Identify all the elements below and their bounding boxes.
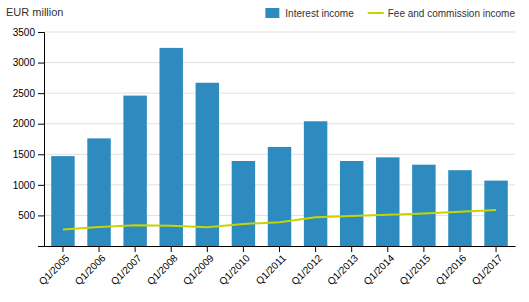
bar <box>51 156 74 246</box>
bar <box>232 161 255 246</box>
x-tick-mark <box>62 246 63 252</box>
y-axis-line <box>38 33 45 247</box>
legend-item: Fee and commission income <box>368 8 516 19</box>
bar <box>412 165 435 246</box>
x-tick-label: Q1/2007 <box>109 252 144 287</box>
y-tick-label: 1500 <box>13 149 36 160</box>
x-tick-mark <box>99 246 100 252</box>
x-tick-mark <box>243 246 244 252</box>
x-tick-mark <box>387 246 388 252</box>
x-tick-mark <box>496 246 497 252</box>
x-tick: Q1/2014 <box>361 246 396 287</box>
x-tick-mark <box>279 246 280 252</box>
x-tick-mark <box>171 246 172 252</box>
y-tick: 500 <box>18 210 44 221</box>
bar-series <box>51 48 508 246</box>
bar <box>448 170 471 246</box>
y-tick-mark <box>38 215 44 216</box>
y-tick: 1500 <box>13 149 44 160</box>
x-tick: Q1/2009 <box>181 246 216 287</box>
y-tick-label: 2500 <box>13 88 36 99</box>
grid-line <box>44 93 515 94</box>
plot: 500100015002000250030003500Q1/2005Q1/200… <box>13 27 516 288</box>
y-tick-mark <box>38 154 44 155</box>
x-tick-label: Q1/2012 <box>289 252 324 287</box>
y-tick-label: 3500 <box>13 27 36 38</box>
x-tick-mark <box>135 246 136 252</box>
legend-item: Interest income <box>265 8 354 19</box>
marks <box>51 48 508 246</box>
legend-label: Fee and commission income <box>388 8 516 19</box>
y-tick-mark <box>38 185 44 186</box>
y-tick-mark <box>38 63 44 64</box>
y-tick: 1000 <box>13 180 44 191</box>
x-tick-mark <box>459 246 460 252</box>
bar <box>340 161 363 246</box>
chart: 500100015002000250030003500Q1/2005Q1/200… <box>0 0 529 302</box>
x-tick-label: Q1/2010 <box>217 252 252 287</box>
chart-container: 500100015002000250030003500Q1/2005Q1/200… <box>0 0 529 302</box>
y-axis-title: EUR million <box>6 6 63 18</box>
x-tick-mark <box>423 246 424 252</box>
y-tick-label: 2000 <box>13 118 36 129</box>
x-tick-label: Q1/2009 <box>181 252 216 287</box>
x-tick: Q1/2006 <box>73 246 108 287</box>
x-tick: Q1/2015 <box>397 246 432 287</box>
bar <box>196 83 219 246</box>
y-tick-mark <box>38 93 44 94</box>
grid-line <box>44 62 515 63</box>
x-tick: Q1/2016 <box>434 246 469 287</box>
legend: Interest income Fee and commission income <box>265 8 515 19</box>
x-tick: Q1/2010 <box>217 246 252 287</box>
y-tick-label: 500 <box>18 210 35 221</box>
y-tick-label: 1000 <box>13 180 36 191</box>
x-tick-label: Q1/2011 <box>254 252 289 287</box>
legend-label: Interest income <box>285 8 354 19</box>
x-tick-label: Q1/2006 <box>73 252 108 287</box>
x-tick: Q1/2011 <box>254 246 289 287</box>
y-tick: 3000 <box>13 57 44 68</box>
y-tick: 3500 <box>13 27 44 38</box>
y-tick: 2000 <box>13 118 44 129</box>
bar <box>484 181 507 246</box>
x-tick: Q1/2007 <box>109 246 144 287</box>
bar <box>376 157 399 246</box>
x-tick-label: Q1/2016 <box>434 252 469 287</box>
x-tick-label: Q1/2017 <box>470 252 505 287</box>
y-tick-label: 3000 <box>13 57 36 68</box>
legend-swatch <box>368 12 384 14</box>
x-tick: Q1/2013 <box>325 246 360 287</box>
x-tick-label: Q1/2005 <box>37 252 72 287</box>
x-tick-label: Q1/2014 <box>361 252 396 287</box>
y-tick-mark <box>38 124 44 125</box>
x-tick: Q1/2005 <box>37 246 72 287</box>
y-tick-mark <box>38 32 44 33</box>
x-tick-mark <box>351 246 352 252</box>
x-tick-mark <box>315 246 316 252</box>
y-axis: 500 1000 1500 2000 2500 3000 3500 <box>13 27 45 247</box>
legend-swatch <box>265 8 279 18</box>
x-tick: Q1/2012 <box>289 246 324 287</box>
grid-line <box>44 32 515 33</box>
x-tick: Q1/2008 <box>145 246 180 287</box>
y-tick: 2500 <box>13 88 44 99</box>
x-axis: Q1/2005Q1/2006Q1/2007Q1/2008Q1/2009Q1/20… <box>37 246 516 287</box>
bar <box>123 96 146 246</box>
x-tick-label: Q1/2008 <box>145 252 180 287</box>
bar <box>304 121 327 246</box>
bar <box>159 48 182 246</box>
bar <box>87 138 110 246</box>
grid-line <box>44 123 515 124</box>
x-tick-mark <box>207 246 208 252</box>
bar <box>268 147 291 246</box>
x-tick: Q1/2017 <box>470 246 505 287</box>
x-tick-label: Q1/2013 <box>325 252 360 287</box>
x-tick-label: Q1/2015 <box>397 252 432 287</box>
line <box>63 210 496 230</box>
